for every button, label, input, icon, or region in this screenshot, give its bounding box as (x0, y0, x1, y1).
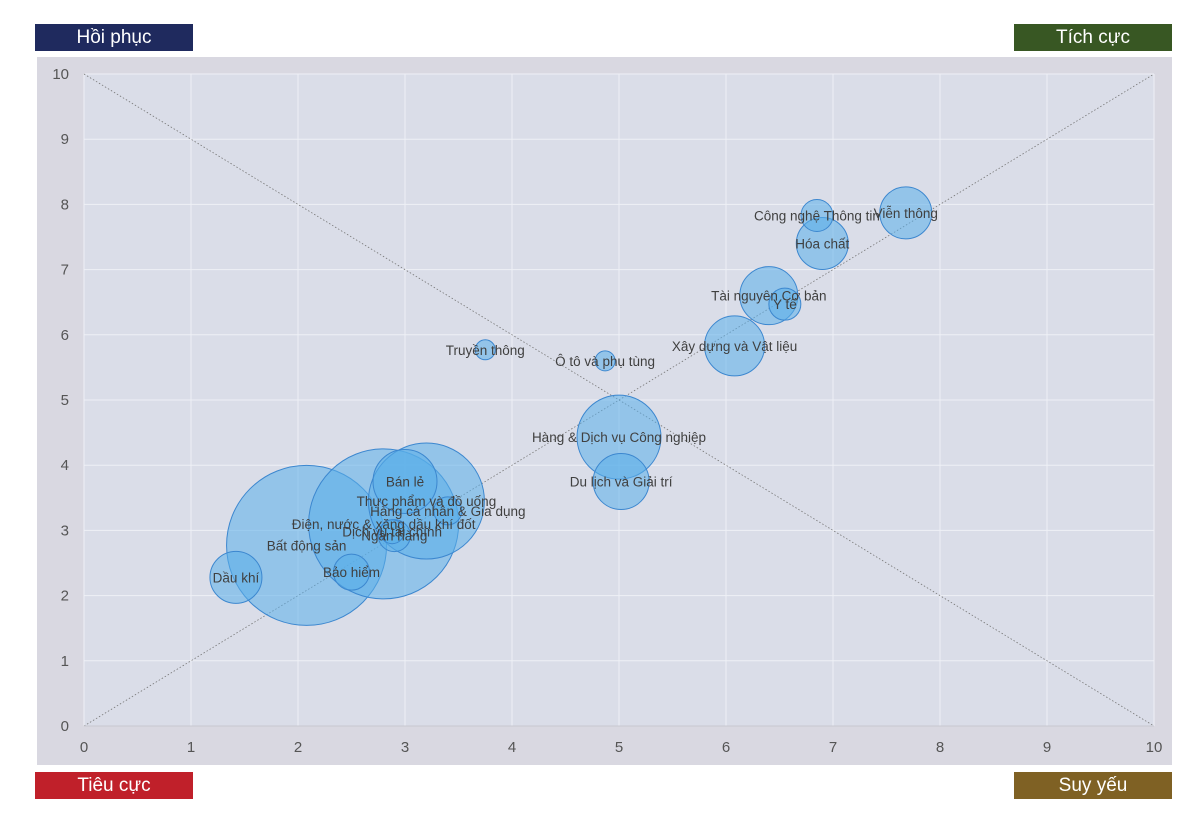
bubble-label: Viễn thông (874, 206, 938, 221)
bubble-label: Thực phẩm và đồ uống (357, 494, 497, 509)
bubble-label: Hóa chất (795, 237, 849, 252)
x-tick-label: 1 (187, 739, 195, 756)
bubble (800, 198, 834, 232)
y-tick-label: 4 (61, 457, 69, 474)
x-tick-label: 3 (401, 739, 409, 756)
bubble-label: Dầu khí (213, 570, 260, 585)
bubble (474, 339, 496, 361)
quadrant-label-recovery: Hồi phục (35, 24, 193, 51)
bubble (704, 315, 766, 377)
bubble (879, 186, 933, 240)
bubble (379, 519, 405, 545)
bubble (209, 550, 263, 604)
bubble-label: Bán lẻ (386, 475, 424, 490)
bubble-label: Y tế (773, 297, 797, 312)
y-tick-label: 1 (61, 653, 69, 670)
bubble-label: Bất động sản (267, 538, 347, 553)
y-tick-label: 3 (61, 522, 69, 539)
quadrant-label-negative: Tiêu cực (35, 772, 193, 799)
bubble (372, 449, 438, 514)
x-tick-label: 6 (722, 739, 730, 756)
quadrant-label-positive: Tích cực (1014, 24, 1172, 51)
y-tick-label: 9 (61, 131, 69, 148)
y-tick-label: 7 (61, 262, 69, 279)
x-tick-label: 4 (508, 739, 516, 756)
bubble-label: Hàng & Dịch vụ Công nghiệp (532, 430, 706, 445)
bubble-label: Điện, nước & xăng dầu khí đốt (292, 517, 476, 532)
quadrant-label-weakening: Suy yếu (1014, 772, 1172, 799)
bubble-label: Du lịch và Giải trí (570, 475, 673, 490)
bubble-label: Bảo hiểm (323, 565, 380, 580)
y-tick-label: 6 (61, 327, 69, 344)
diagonal-line-falling (83, 73, 1155, 727)
bubble-label: Ngân hàng (361, 529, 427, 544)
y-tick-label: 2 (61, 588, 69, 605)
bubble-chart: 0 1 2 3 4 5 6 7 8 9 10 0 1 2 3 4 5 6 7 8 9 10 Bất động sản Điện… (52, 66, 1163, 756)
x-tick-label: 8 (936, 739, 944, 756)
bubble-label: Xây dựng và Vật liệu (672, 339, 797, 354)
chart-area: 0 1 2 3 4 5 6 7 8 9 10 0 1 2 3 4 5 6 7 8 9 10 Bất động sản Điện… (37, 57, 1172, 765)
x-tick-label: 5 (615, 739, 623, 756)
y-tick-label: 8 (61, 196, 69, 213)
y-tick-label: 10 (52, 66, 69, 83)
bubble-label: Tài nguyên Cơ bản (711, 289, 826, 304)
bubble (433, 496, 463, 526)
x-tick-label: 7 (829, 739, 837, 756)
y-tick-label: 5 (61, 392, 69, 409)
bubble-label: Dịch vụ tài chính (342, 525, 442, 540)
x-tick-label: 10 (1146, 739, 1163, 756)
bubble (594, 350, 616, 372)
x-tick-label: 2 (294, 739, 302, 756)
bubble-label: Công nghệ Thông tin (754, 208, 880, 223)
bubble (592, 453, 650, 510)
diagonal-line-rising (83, 73, 1155, 727)
bubble (768, 287, 802, 321)
bubble-label: Hàng cá nhân & Gia dụng (370, 504, 525, 519)
x-tick-label: 9 (1043, 739, 1051, 756)
bubble-label: Truyền thông (446, 343, 525, 358)
y-tick-label: 0 (61, 718, 69, 735)
x-tick-label: 0 (80, 739, 88, 756)
bubble-label: Ô tô và phụ tùng (555, 354, 655, 369)
bubble (333, 553, 370, 591)
